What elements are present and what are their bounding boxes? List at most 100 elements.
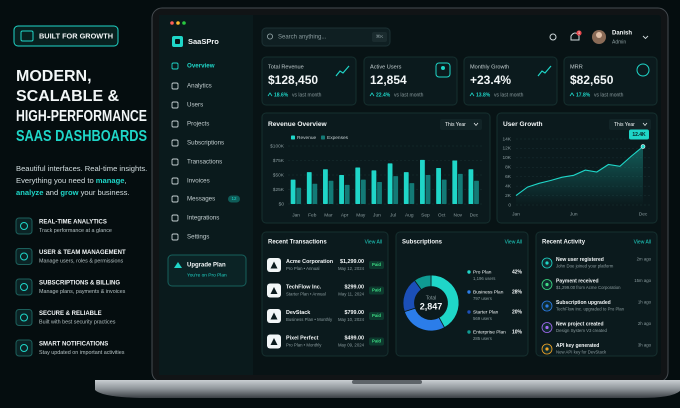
activity-icon-dot [545, 282, 549, 287]
legend-value: 42% [512, 269, 523, 275]
search-box[interactable] [261, 27, 391, 47]
trend-icon [335, 65, 350, 77]
feature-title: USER & TEAM MANAGEMENT [39, 250, 126, 256]
activity-text: John Doe joined your platform [556, 264, 614, 269]
upgrade-text: You're on Pro Plan [187, 272, 227, 278]
x-tick-label: Sep [421, 212, 430, 218]
donut-slice [413, 274, 432, 291]
nav-item[interactable]: Settings [187, 234, 209, 241]
stat-note: vs last month [394, 92, 424, 98]
y-tick-label: $25K [273, 187, 285, 193]
nav-item[interactable]: Users [187, 102, 203, 109]
notification-count: 3 [578, 31, 580, 35]
activity-icon-dot [545, 325, 549, 330]
nav-badge [228, 195, 240, 203]
upgrade-title: Upgrade Plan [187, 263, 226, 269]
legend-value: 28% [512, 289, 523, 295]
activity-text: Design System V3 created [556, 328, 607, 333]
filter-select[interactable] [609, 119, 651, 130]
avatar-face [596, 32, 602, 38]
x-tick-label: Feb [308, 212, 317, 218]
bar [474, 180, 479, 204]
bar [425, 175, 431, 204]
users-icon-head [441, 66, 445, 70]
bar [457, 173, 463, 204]
legend-value: 10% [512, 329, 523, 335]
nav-icon [171, 101, 179, 109]
feature-text: Built with best security practices [39, 319, 116, 325]
activity-title: New project created [556, 321, 604, 327]
activity-time: 3h ago [638, 343, 652, 348]
x-tick-label: Apr [341, 212, 349, 218]
panel-title: Recent Activity [542, 240, 586, 246]
nav-item[interactable]: Messages [187, 196, 215, 203]
tooltip [629, 129, 649, 140]
y-tick-label: 12K [502, 146, 511, 152]
x-tick-label: May [356, 212, 366, 218]
amount: $499.00 [345, 335, 365, 341]
company-name: TechFlow Inc. [286, 284, 322, 290]
upgrade-icon [174, 262, 182, 268]
legend-swatch [291, 135, 295, 140]
user-role: Admin [612, 39, 626, 45]
company-logo-glyph [270, 338, 278, 345]
nav-item[interactable]: Subscriptions [187, 140, 224, 147]
y-tick-label: 10K [502, 155, 511, 161]
search-placeholder: Search anything... [278, 35, 327, 41]
view-all[interactable]: View All [505, 239, 522, 245]
badge [13, 25, 119, 47]
stat-value: +23.4% [470, 73, 511, 87]
legend-label: Pro Plan [473, 269, 492, 275]
description-text: Everything you need to [16, 176, 96, 185]
status: Paid [372, 288, 381, 293]
theme-icon[interactable] [549, 33, 557, 41]
company-plan: Starter Plan • Annual [286, 292, 326, 297]
date: May 11, 2024 [338, 292, 364, 297]
x-tick-label: Aug [405, 212, 414, 218]
status: Paid [372, 339, 381, 344]
view-all[interactable]: View All [634, 239, 651, 245]
headline-line: MODERN, [16, 68, 92, 85]
view-all[interactable]: View All [365, 239, 382, 245]
nav-icon [171, 82, 179, 90]
nav-item[interactable]: Invoices [187, 178, 210, 185]
tooltip-text: 12.4K [632, 132, 646, 138]
user-chevron[interactable] [642, 35, 649, 40]
company-plan: Pro Plan • Annual [286, 266, 320, 271]
legend-dot [467, 270, 471, 274]
laptop-base [95, 380, 680, 398]
nav-item[interactable]: Integrations [187, 215, 219, 222]
nav-icon [171, 158, 179, 166]
bar [323, 169, 328, 204]
nav-item[interactable]: Analytics [187, 83, 212, 90]
stat-change: 22.4% [376, 92, 391, 98]
feature-title: SUBSCRIPTIONS & BILLING [39, 281, 120, 287]
line [515, 146, 644, 197]
headline-line: HIGH-PERFORMANCE [16, 108, 147, 125]
description-line: Beautiful interfaces. Real-time insights… [16, 164, 147, 173]
upgrade-box[interactable] [167, 254, 247, 287]
stat-card [563, 56, 658, 106]
change-arrow [267, 92, 273, 97]
filter-select[interactable] [440, 119, 482, 130]
bar [420, 159, 425, 204]
x-tick-label: Jul [390, 212, 396, 218]
stat-change: 18.6% [274, 92, 289, 98]
nav-item[interactable]: Transactions [187, 159, 222, 166]
donut-center-value: 2,847 [420, 301, 443, 311]
amount: $1,299.00 [340, 259, 364, 265]
feature-title: SMART NOTIFICATIONS [39, 342, 108, 348]
transactions-panel [261, 231, 389, 357]
window-dot [170, 21, 174, 25]
nav-item[interactable]: Projects [187, 121, 209, 128]
feature-text: Manage users, roles & permissions [39, 258, 123, 264]
y-tick-label: $100K [270, 143, 285, 149]
feature-icon-glyph [20, 222, 28, 230]
company-name: Acme Corporation [286, 259, 333, 265]
bell-icon[interactable] [570, 32, 580, 41]
change-arrow [569, 92, 575, 97]
y-tick-label: 0 [508, 202, 511, 208]
amount: $799.00 [345, 310, 365, 316]
x-tick-label: Oct [438, 212, 446, 218]
nav-item[interactable]: Overview [187, 63, 215, 70]
